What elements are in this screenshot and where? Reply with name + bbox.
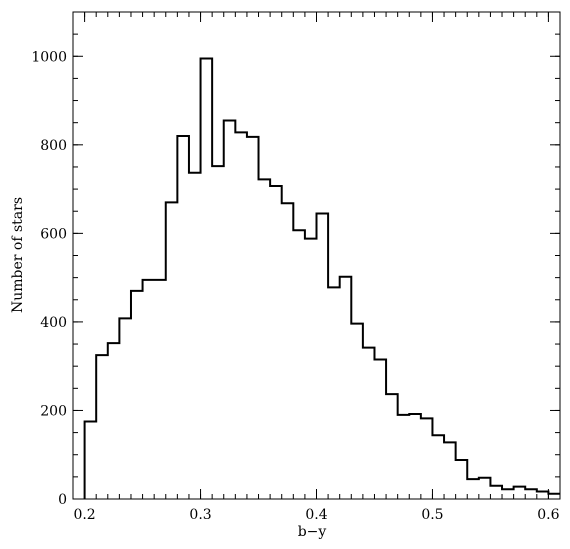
y-tick-label: 1000 (31, 49, 67, 65)
x-tick-label: 0.3 (189, 507, 211, 523)
y-tick-label: 200 (40, 403, 67, 419)
histogram-outline (83, 57, 560, 499)
y-tick-label: 800 (40, 138, 67, 154)
x-tick-label: 0.4 (305, 507, 327, 523)
y-axis-label: Number of stars (10, 197, 26, 313)
x-tick-label: 0.2 (73, 507, 95, 523)
y-tick-label: 600 (40, 226, 67, 242)
x-axis-label: b−y (298, 524, 327, 540)
x-tick-label: 0.6 (537, 507, 559, 523)
y-tick-label: 400 (40, 315, 67, 331)
axis-ticks (72, 11, 561, 500)
plot-frame (72, 11, 561, 500)
tick-labels: 0.2 0.3 0.4 0.5 0.6 0 200 400 600 800 1000 (31, 49, 559, 523)
y-tick-label: 0 (58, 492, 67, 508)
x-tick-label: 0.5 (421, 507, 443, 523)
